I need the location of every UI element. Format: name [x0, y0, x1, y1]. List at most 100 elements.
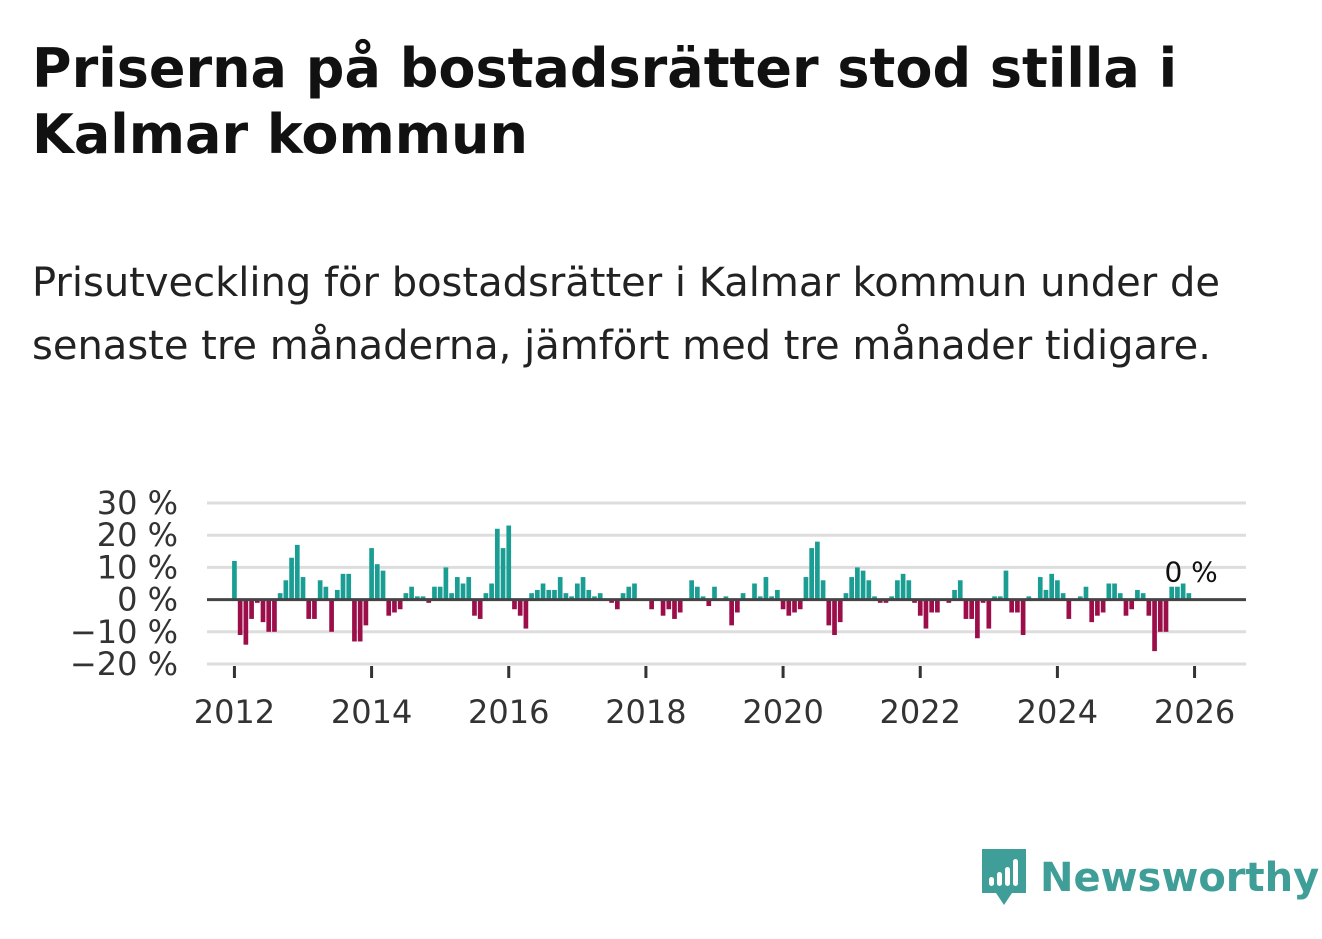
- bar: [380, 570, 386, 600]
- bar: [832, 599, 837, 636]
- y-tick-label: 0 %: [117, 581, 178, 619]
- bar: [437, 586, 443, 600]
- bar: [1043, 589, 1049, 600]
- chart-subtitle: Prisutveckling för bostadsrätter i Kalma…: [32, 260, 1220, 369]
- bar: [1015, 599, 1020, 613]
- bar: [306, 599, 312, 619]
- bar: [420, 596, 426, 600]
- bar: [346, 573, 352, 600]
- bar: [877, 599, 883, 603]
- bar: [1055, 580, 1060, 600]
- bar: [1037, 577, 1043, 600]
- x-tick-label: 2024: [1017, 693, 1098, 731]
- bar: [803, 577, 809, 600]
- bar: [500, 548, 506, 600]
- x-tick-label: 2012: [194, 693, 275, 731]
- bar: [866, 580, 872, 600]
- bar: [580, 577, 586, 600]
- bar: [815, 541, 820, 600]
- y-tick-label: 30 %: [97, 484, 178, 522]
- bar: [666, 599, 672, 610]
- bar: [329, 599, 334, 632]
- bar: [357, 599, 363, 642]
- bar: [1089, 599, 1095, 623]
- bar: [912, 599, 917, 603]
- bar: [689, 580, 694, 600]
- bar: [917, 599, 923, 616]
- bar: [609, 599, 614, 603]
- bar: [272, 599, 277, 632]
- bar: [432, 586, 437, 600]
- bar: [237, 599, 243, 636]
- bar: [232, 560, 237, 600]
- bar: [294, 544, 300, 600]
- bar: [946, 599, 952, 603]
- bar: [597, 593, 603, 600]
- bar: [763, 577, 769, 600]
- bar: [1049, 573, 1055, 600]
- bar: [540, 583, 546, 600]
- bar: [752, 583, 757, 600]
- bar: [352, 599, 357, 642]
- bar: [592, 596, 597, 600]
- bar: [952, 589, 957, 600]
- newsworthy-logo-icon: [982, 849, 1026, 905]
- bar: [923, 599, 929, 629]
- bar: [677, 599, 683, 613]
- x-tick-label: 2016: [468, 693, 549, 731]
- bar: [460, 583, 466, 600]
- bar: [826, 599, 832, 626]
- bar: [363, 599, 369, 626]
- bar: [289, 557, 294, 600]
- bar: [769, 596, 774, 600]
- bar: [1152, 599, 1157, 652]
- brand: Newsworthy: [980, 846, 1319, 910]
- bar: [369, 548, 374, 600]
- x-tick-label: 2018: [605, 693, 686, 731]
- bar: [735, 599, 740, 613]
- bar: [454, 577, 460, 600]
- bar: [1180, 583, 1186, 600]
- bar: [392, 599, 397, 613]
- bar: [1157, 599, 1163, 632]
- bar: [1169, 586, 1175, 600]
- bar: [494, 528, 500, 600]
- bar: [569, 596, 574, 600]
- bar: [386, 599, 392, 616]
- y-axis-tick-labels: 30 %20 %10 %0 %−10 %−20 %: [70, 484, 178, 683]
- bar: [809, 548, 814, 600]
- bar: [552, 589, 557, 600]
- bar: [1146, 599, 1152, 616]
- y-tick-label: −20 %: [70, 645, 178, 683]
- y-tick-label: 20 %: [97, 516, 178, 554]
- bar: [546, 589, 552, 600]
- bar: [957, 580, 963, 600]
- bar: [820, 580, 826, 600]
- bar: [986, 599, 992, 629]
- bar: [614, 599, 620, 610]
- bar: [872, 596, 877, 600]
- x-tick-label: 2020: [742, 693, 823, 731]
- bar: [969, 599, 975, 619]
- bar: [512, 599, 517, 610]
- bar: [1163, 599, 1169, 632]
- grid-lines: [207, 501, 1246, 666]
- bar: [443, 567, 449, 600]
- bar: [797, 599, 803, 610]
- bar: [1003, 570, 1009, 600]
- bar: [1135, 589, 1140, 600]
- bar: [1106, 583, 1112, 600]
- bar: [472, 599, 477, 616]
- bar: [889, 596, 895, 600]
- bar: [895, 580, 900, 600]
- bar: [1186, 593, 1192, 600]
- bar: [523, 599, 529, 629]
- bar: [340, 573, 346, 600]
- bar: [860, 570, 866, 600]
- latest-value-label: 0 %: [1164, 556, 1217, 589]
- bar: [317, 580, 323, 600]
- bar: [695, 586, 700, 600]
- brand-name: Newsworthy: [1040, 855, 1320, 901]
- bar: [786, 599, 792, 616]
- bar: [775, 589, 780, 600]
